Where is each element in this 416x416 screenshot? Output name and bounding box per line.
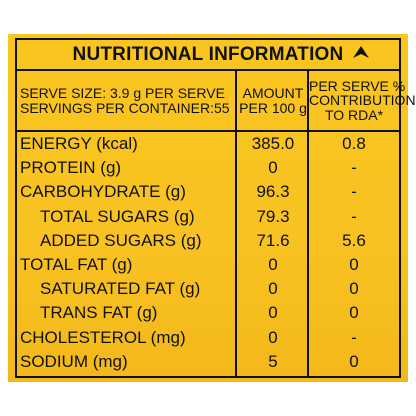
table-row: ENERGY (kcal) 385.0 0.8 [17, 132, 399, 155]
amount-header: AMOUNT PER 100 g [239, 71, 307, 130]
column-divider-2 [307, 71, 309, 376]
table-row: TRANS FAT (g) 0 0 [17, 301, 399, 324]
rda-contribution: 0 [349, 351, 359, 371]
rda-header-line1: PER SERVE % [309, 77, 406, 94]
amount-per-100g: 71.6 [256, 230, 290, 250]
servings-per-container: SERVINGS PER CONTAINER:55 [20, 99, 230, 116]
nutrient-name: TOTAL SUGARS (g) [40, 206, 195, 226]
rda-header-line3: TO RDA* [324, 106, 384, 123]
table-row: TOTAL SUGARS (g) 79.3 - [17, 205, 399, 228]
amount-per-100g: 0 [268, 279, 278, 299]
amount-per-100g: 0 [268, 327, 278, 347]
serving-info: SERVE SIZE: 3.9 g PER SERVE SERVINGS PER… [20, 71, 234, 130]
nutrient-name: TOTAL FAT (g) [20, 255, 133, 274]
table-row: ADDED SUGARS (g) 71.6 5.6 [17, 229, 399, 252]
nutrient-name: TRANS FAT (g) [40, 303, 158, 323]
table-title-bar: NUTRITIONAL INFORMATION [17, 40, 399, 71]
serve-size: SERVE SIZE: 3.9 g PER SERVE [20, 85, 225, 101]
nutrition-label: NUTRITIONAL INFORMATION SERVE SIZE: 3.9 … [8, 34, 416, 382]
column-divider-1 [235, 71, 237, 376]
nutrient-name: CARBOHYDRATE (g) [20, 182, 186, 202]
nutrient-name: CHOLESTEROL (mg) [20, 327, 186, 347]
nutrient-name: ADDED SUGARS (g) [40, 230, 202, 250]
table-row: SATURATED FAT (g) 0 0 [17, 277, 399, 300]
rda-contribution: 5.6 [342, 230, 366, 250]
rda-contribution: 0 [349, 255, 359, 274]
table-row: SODIUM (mg) 5 0 [17, 350, 399, 373]
amount-per-100g: 0 [268, 158, 278, 178]
rda-header: PER SERVE % CONTRIBUTION TO RDA* [309, 71, 416, 130]
arrowhead-icon [353, 46, 369, 58]
rda-header-line2: CONTRIBUTION [309, 92, 416, 109]
table-row: TOTAL FAT (g) 0 0 [17, 253, 399, 276]
rda-contribution: 0 [349, 279, 359, 299]
header-divider [17, 130, 399, 132]
amount-header-line2: PER 100 g [239, 99, 307, 116]
rda-contribution: - [351, 158, 357, 178]
nutrient-rows: ENERGY (kcal) 385.0 0.8 PROTEIN (g) 0- CARBOH… [17, 132, 399, 376]
table-title: NUTRITIONAL INFORMATION [72, 43, 344, 65]
nutrient-name: SODIUM (mg) [20, 351, 128, 371]
amount-header-line1: AMOUNT [242, 85, 304, 101]
table-row: CHOLESTEROL (mg) 0 - [17, 326, 399, 349]
nutrition-table: NUTRITIONAL INFORMATION SERVE SIZE: 3.9 … [15, 38, 416, 378]
amount-per-100g: 0 [268, 303, 278, 323]
rda-contribution: - [351, 327, 357, 347]
amount-per-100g: 96.3 [256, 182, 290, 202]
rda-contribution: - [351, 182, 357, 202]
rda-contribution: - [351, 206, 357, 226]
table-row: CARBOHYDRATE (g) 96.3 - [17, 180, 399, 203]
amount-per-100g: 385.0 [251, 134, 295, 153]
rda-contribution: 0.8 [342, 134, 366, 153]
nutrient-name: PROTEIN (g) [20, 158, 122, 178]
amount-per-100g: 5 [268, 351, 278, 371]
table-row: PROTEIN (g) 0 - [17, 156, 399, 179]
rda-contribution: 0 [349, 303, 359, 323]
nutrient-name: ENERGY (kcal) [20, 134, 138, 153]
amount-per-100g: 0 [268, 255, 278, 274]
amount-per-100g: 79.3 [256, 206, 290, 226]
nutrient-name: SATURATED FAT (g) [40, 279, 201, 299]
